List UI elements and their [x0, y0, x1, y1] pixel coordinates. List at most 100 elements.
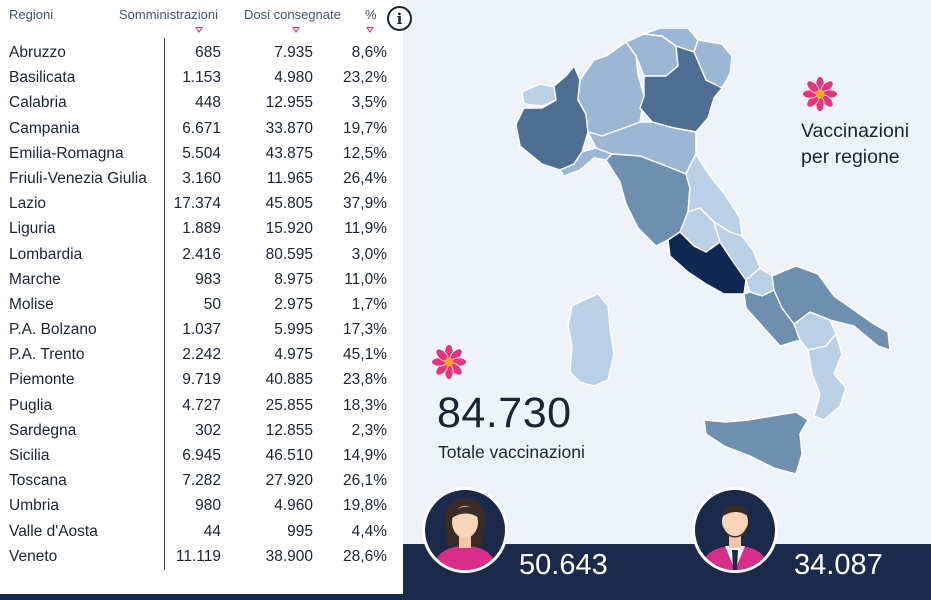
percent-value: 1,7% — [351, 295, 387, 313]
percent-value: 3,5% — [351, 94, 387, 112]
administrations-value: 2.242 — [182, 346, 221, 364]
table-row[interactable]: Toscana 7.282 27.920 26,1% — [0, 468, 400, 493]
table-row[interactable]: P.A. Bolzano 1.037 5.995 17,3% — [0, 317, 400, 342]
percent-value: 18,3% — [343, 396, 387, 414]
flower-icon — [802, 76, 838, 112]
table-row[interactable]: Lazio 17.374 45.805 37,9% — [0, 191, 400, 216]
table-row[interactable]: P.A. Trento 2.242 4.975 45,1% — [0, 342, 400, 367]
header-regioni[interactable]: Regioni — [9, 7, 54, 22]
table-row[interactable]: Liguria 1.889 15.920 11,9% — [0, 216, 400, 241]
region-name: Friuli-Venezia Giulia — [9, 169, 147, 187]
administrations-value: 1.037 — [182, 321, 221, 339]
table-row[interactable]: Puglia 4.727 25.855 18,3% — [0, 393, 400, 418]
table-row[interactable]: Campania 6.671 33.870 19,7% — [0, 116, 400, 141]
region-name: Marche — [9, 270, 61, 288]
administrations-value: 6.945 — [182, 447, 221, 464]
doses-value: 15.920 — [265, 220, 313, 238]
table-row[interactable]: Sicilia 6.945 46.510 14,9% — [0, 443, 400, 468]
administrations-value: 448 — [195, 94, 221, 112]
doses-value: 4.980 — [274, 69, 313, 87]
doses-value: 11.965 — [266, 169, 313, 187]
info-icon[interactable]: i — [387, 6, 412, 31]
percent-value: 11,9% — [344, 220, 387, 238]
doses-value: 25.855 — [265, 396, 313, 414]
italy-map — [515, 28, 891, 475]
table-row[interactable]: Emilia-Romagna 5.504 43.875 12,5% — [0, 141, 400, 166]
table-row[interactable]: Abruzzo 685 7.935 8,6% — [0, 40, 400, 65]
doses-value: 5.995 — [274, 321, 313, 339]
region-name: Emilia-Romagna — [9, 144, 124, 162]
region-calabria[interactable] — [807, 333, 847, 421]
percent-value: 19,8% — [343, 497, 387, 515]
administrations-value: 980 — [195, 497, 221, 515]
table-row[interactable]: Sardegna 302 12.855 2,3% — [0, 418, 400, 443]
percent-value: 45,1% — [343, 346, 387, 364]
table-row[interactable]: Piemonte 9.719 40.885 23,8% — [0, 367, 400, 392]
doses-value: 45.805 — [265, 195, 313, 213]
sort-dosi-icon[interactable] — [292, 27, 300, 33]
table-row[interactable]: Molise 50 2.975 1,7% — [0, 292, 400, 317]
administrations-value: 50 — [203, 295, 221, 313]
administrations-value: 11.119 — [175, 547, 221, 565]
region-sardegna[interactable] — [567, 293, 615, 387]
table-row[interactable]: Calabria 448 12.955 3,5% — [0, 90, 400, 115]
administrations-value: 44 — [203, 522, 221, 540]
region-name: Sardegna — [9, 421, 77, 439]
doses-value: 12.855 — [265, 421, 313, 439]
region-table-body: Abruzzo 685 7.935 8,6% Basilicata 1.153 4.980 2… — [0, 40, 400, 569]
administrations-value: 1.153 — [182, 69, 221, 87]
region-piemonte[interactable] — [515, 65, 589, 171]
flower-icon — [431, 344, 467, 380]
percent-value: 4,4% — [351, 522, 387, 540]
doses-value: 4.960 — [274, 497, 313, 515]
doses-value: 43.875 — [265, 144, 313, 162]
region-name: P.A. Bolzano — [9, 321, 97, 339]
doses-value: 995 — [287, 522, 313, 540]
percent-value: 3,0% — [351, 245, 387, 263]
region-name: Sicilia — [9, 447, 50, 464]
doses-value: 40.885 — [265, 371, 313, 389]
header-somministrazioni[interactable]: Somministrazioni — [119, 7, 218, 22]
region-name: Umbria — [9, 497, 59, 515]
doses-value: 38.900 — [265, 547, 313, 565]
region-lombardia[interactable] — [577, 41, 645, 137]
region-name: Lazio — [9, 195, 47, 213]
percent-value: 17,3% — [343, 321, 387, 339]
doses-value: 80.595 — [265, 245, 313, 263]
administrations-value: 6.671 — [182, 119, 221, 137]
region-name: Lombardia — [9, 245, 83, 263]
sort-percent-icon[interactable] — [366, 27, 374, 33]
table-row[interactable]: Veneto 11.119 38.900 28,6% — [0, 544, 400, 569]
administrations-value: 685 — [195, 44, 221, 61]
percent-value: 2,3% — [351, 421, 387, 439]
column-divider — [164, 38, 165, 570]
table-row[interactable]: Lombardia 2.416 80.595 3,0% — [0, 242, 400, 267]
doses-value: 27.920 — [265, 472, 313, 490]
percent-value: 12,5% — [343, 144, 387, 162]
sort-somministrazioni-icon[interactable] — [195, 27, 203, 33]
administrations-value: 1.889 — [182, 220, 221, 238]
table-row[interactable]: Umbria 980 4.960 19,8% — [0, 493, 400, 518]
doses-value: 2.975 — [274, 295, 313, 313]
administrations-value: 3.160 — [182, 169, 221, 187]
percent-value: 26,4% — [343, 169, 387, 187]
doses-value: 33.870 — [265, 119, 313, 137]
woman-avatar-icon — [422, 487, 508, 573]
administrations-value: 5.504 — [182, 144, 221, 162]
table-row[interactable]: Basilicata 1.153 4.980 23,2% — [0, 65, 400, 90]
region-name: Toscana — [9, 472, 67, 490]
header-dosi-consegnate[interactable]: Dosi consegnate — [244, 7, 341, 22]
region-name: Veneto — [9, 547, 58, 565]
men-vaccinations-value: 34.087 — [794, 549, 883, 581]
region-sicilia[interactable] — [703, 411, 809, 475]
table-panel: Regioni Somministrazioni Dosi consegnate… — [0, 0, 403, 600]
region-name: Valle d'Aosta — [9, 522, 98, 540]
man-avatar-icon — [692, 487, 778, 573]
table-row[interactable]: Marche 983 8.975 11,0% — [0, 267, 400, 292]
header-percent[interactable]: % — [365, 7, 377, 22]
region-puglia[interactable] — [771, 265, 891, 351]
percent-value: 11,0% — [344, 270, 387, 288]
table-row[interactable]: Friuli-Venezia Giulia 3.160 11.965 26,4% — [0, 166, 400, 191]
table-row[interactable]: Valle d'Aosta 44 995 4,4% — [0, 519, 400, 544]
doses-value: 4.975 — [274, 346, 313, 364]
